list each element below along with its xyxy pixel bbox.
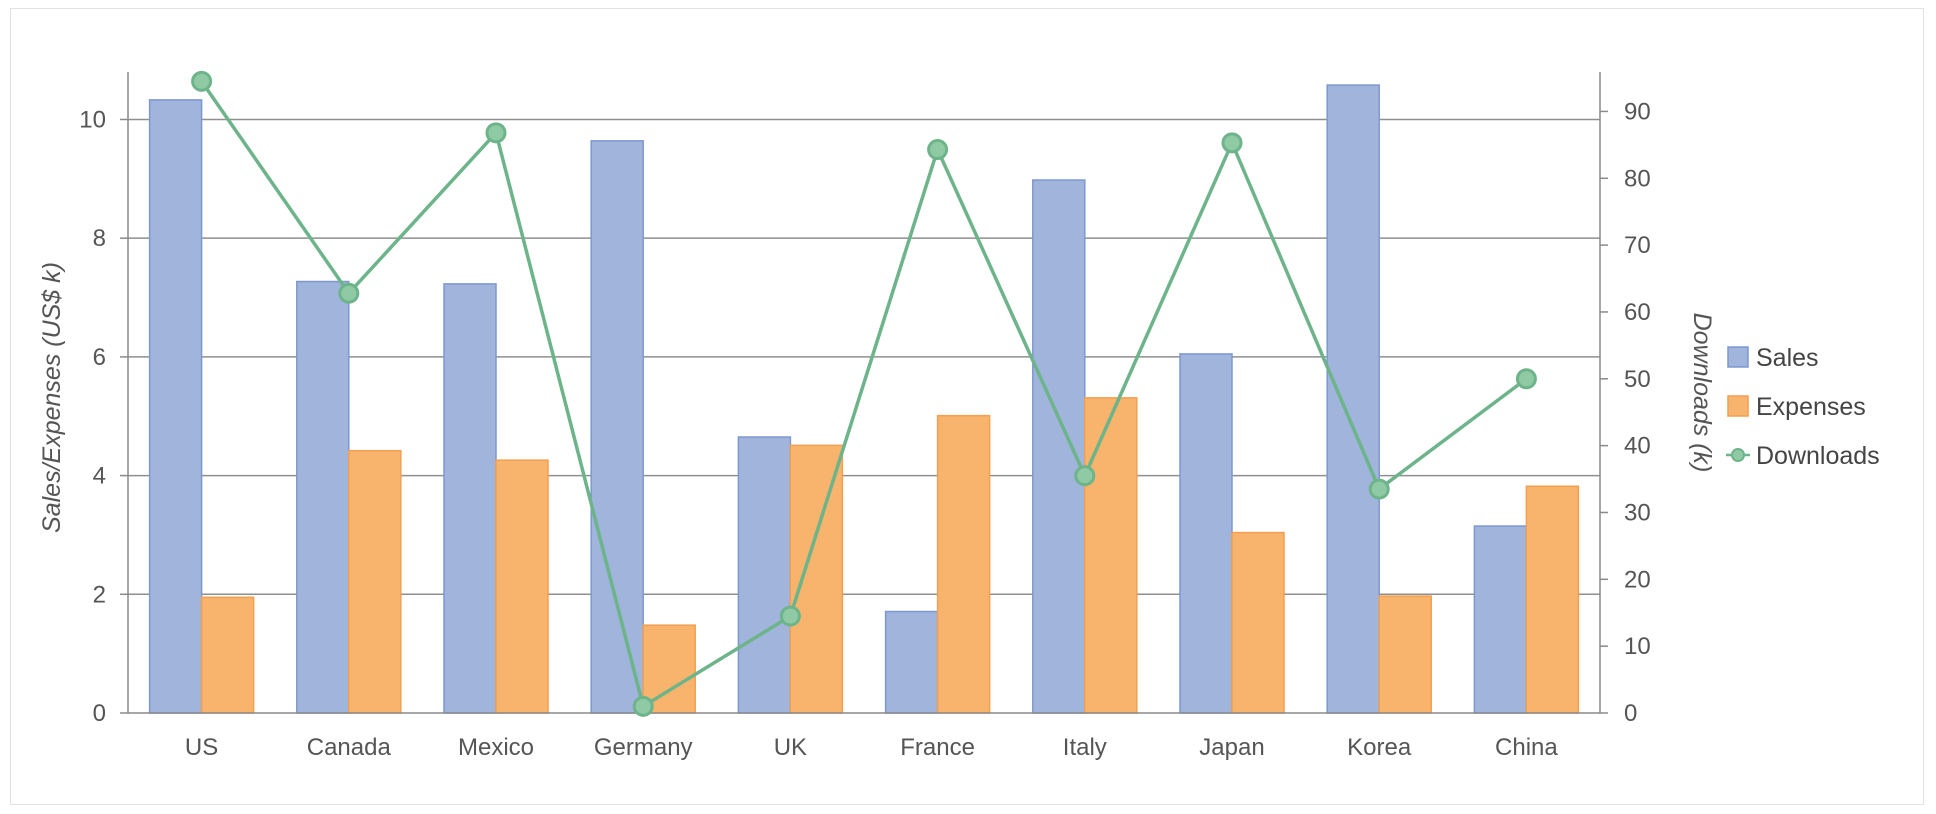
point-downloads-mexico — [485, 122, 507, 144]
bar-expenses-korea — [1378, 595, 1432, 714]
point-downloads-germany — [632, 695, 654, 717]
bar-expenses-us — [200, 596, 255, 714]
legend-label-expenses: Expenses — [1756, 393, 1866, 421]
y-right-tick-label: 70 — [1624, 232, 1651, 259]
bar-expenses-japan — [1231, 531, 1285, 714]
y-left-tick-label: 10 — [79, 106, 106, 133]
point-downloads-canada — [338, 282, 360, 304]
y-right-tick-label: 60 — [1624, 299, 1651, 326]
y-right-axis-title: Downloads (k) — [1688, 313, 1716, 473]
legend-label-downloads: Downloads — [1756, 442, 1880, 470]
bar-expenses-france — [936, 414, 991, 714]
x-tick-label: UK — [774, 734, 807, 761]
y-right-tick-label: 50 — [1624, 366, 1651, 393]
x-tick-label: Canada — [307, 734, 392, 761]
bar-sales-canada — [296, 280, 350, 714]
y-left-axis-title: Sales/Expenses (US$ k) — [38, 262, 66, 533]
bar-sales-mexico — [443, 283, 497, 714]
y-left-tick-label: 2 — [93, 581, 106, 608]
x-tick-label: France — [900, 734, 975, 761]
bar-sales-uk — [737, 436, 792, 714]
legend-swatch-marker-downloads — [1731, 448, 1745, 462]
x-tick-label: Korea — [1347, 734, 1412, 761]
point-downloads-china — [1515, 368, 1537, 390]
y-right-tick-label: 20 — [1624, 566, 1651, 593]
bar-sales-france — [884, 610, 939, 714]
x-tick-label: US — [185, 734, 218, 761]
bar-sales-china — [1473, 525, 1528, 714]
x-tick-label: Italy — [1063, 734, 1107, 761]
y-right-tick-label: 30 — [1624, 499, 1651, 526]
bar-expenses-italy — [1084, 397, 1138, 714]
point-downloads-us — [191, 70, 213, 92]
y-left-tick-label: 8 — [93, 225, 106, 252]
bar-sales-korea — [1326, 84, 1380, 714]
x-tick-label: Germany — [594, 734, 693, 761]
bar-expenses-china — [1525, 485, 1580, 714]
y-right-tick-label: 90 — [1624, 98, 1651, 125]
bar-expenses-mexico — [495, 459, 549, 714]
line-downloads — [200, 80, 1528, 710]
y-right-tick-label: 10 — [1624, 633, 1651, 660]
y-left-tick-label: 4 — [93, 463, 106, 490]
legend-swatch-expenses — [1727, 395, 1749, 417]
point-downloads-korea — [1368, 478, 1390, 500]
bar-sales-us — [148, 99, 203, 714]
bar-expenses-canada — [348, 449, 402, 714]
point-downloads-italy — [1074, 465, 1096, 487]
bar-expenses-uk — [789, 444, 844, 714]
x-tick-label: Japan — [1199, 734, 1264, 761]
y-right-tick-label: 40 — [1624, 433, 1651, 460]
x-tick-label: China — [1495, 734, 1558, 761]
bar-sales-japan — [1179, 353, 1233, 714]
y-left-tick-label: 6 — [93, 344, 106, 371]
y-right-tick-label: 80 — [1624, 165, 1651, 192]
x-tick-label: Mexico — [458, 734, 534, 761]
legend-label-sales: Sales — [1756, 344, 1819, 372]
bar-expenses-germany — [642, 624, 696, 714]
y-left-tick-label: 0 — [93, 700, 106, 727]
legend-swatch-sales — [1727, 346, 1749, 368]
y-right-tick-label: 0 — [1624, 700, 1637, 727]
bar-sales-germany — [590, 140, 644, 714]
point-downloads-france — [927, 139, 949, 161]
point-downloads-uk — [779, 605, 801, 627]
bar-sales-italy — [1032, 179, 1086, 714]
point-downloads-japan — [1221, 132, 1243, 154]
